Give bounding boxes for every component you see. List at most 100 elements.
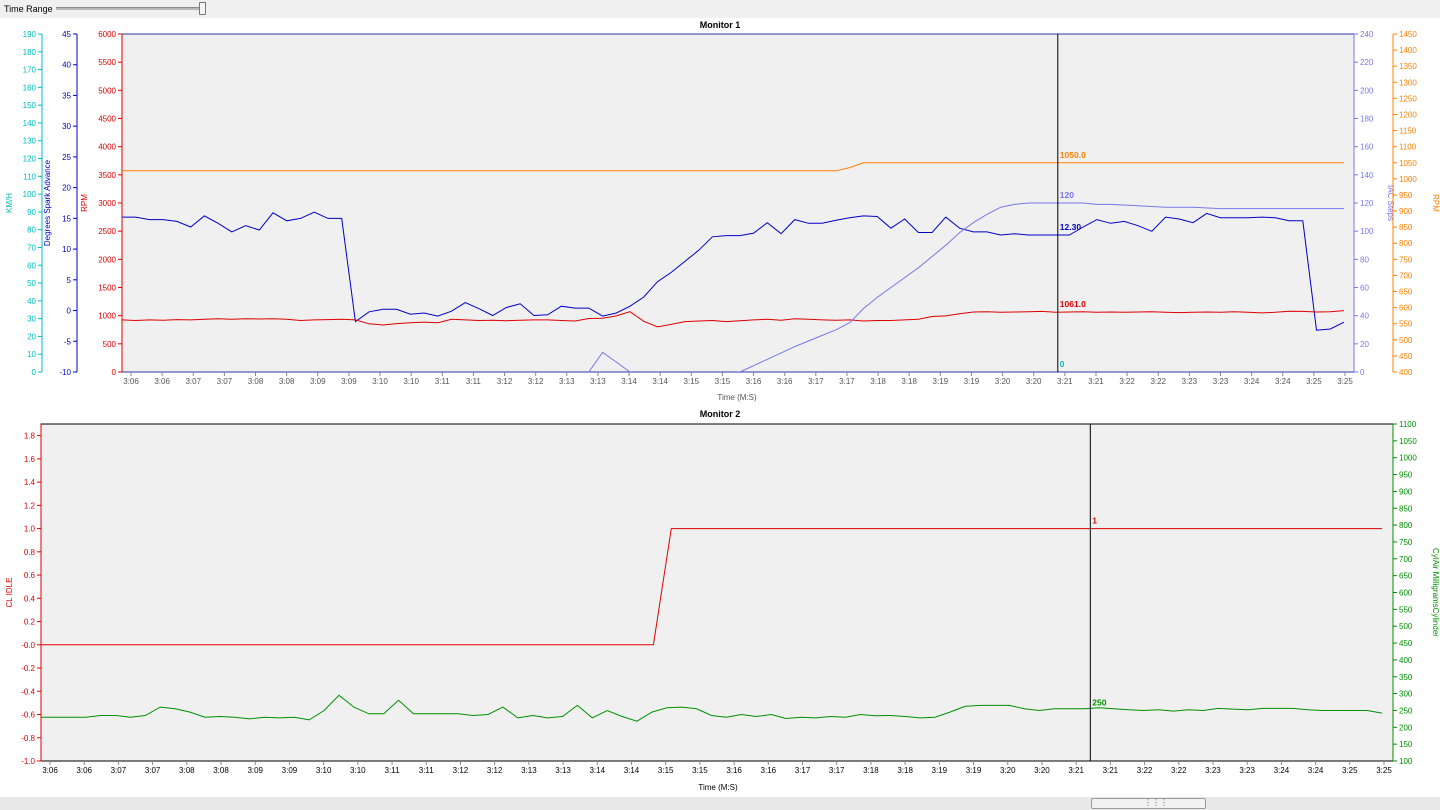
cl-idle-tick-label: -0.6 <box>21 711 35 720</box>
monitor-2-x-tick-label: 3:13 <box>521 766 537 775</box>
spark-cursor-value: 12.30 <box>1060 222 1082 232</box>
rpm-tick-label: 6000 <box>98 30 116 39</box>
cylair-tick-label: 550 <box>1399 605 1413 614</box>
rpm-right-tick-label: 1100 <box>1399 143 1417 152</box>
monitor-1-x-tick-label: 3:06 <box>154 377 170 386</box>
monitor-1-x-tick-label: 3:07 <box>217 377 233 386</box>
monitor-2-x-tick-label: 3:10 <box>316 766 332 775</box>
monitor-1-x-tick-label: 3:11 <box>466 377 482 386</box>
spark-advance-tick-label: 5 <box>67 276 72 285</box>
horizontal-scrollbar[interactable]: ⋮⋮⋮ <box>0 797 1440 810</box>
rpm-right-tick-label: 400 <box>1399 368 1413 377</box>
kmh-tick-label: 170 <box>23 66 37 75</box>
rpm-right-tick-label: 1400 <box>1399 46 1417 55</box>
cylair-tick-label: 850 <box>1399 504 1413 513</box>
cylair-tick-label: 750 <box>1399 538 1413 547</box>
cylair-tick-label: 1000 <box>1399 454 1417 463</box>
kmh-tick-label: 10 <box>27 350 36 359</box>
monitor-2-x-tick-label: 3:19 <box>966 766 982 775</box>
rpm-right-tick-label: 700 <box>1399 271 1413 280</box>
rpm-right-tick-label: 1150 <box>1399 127 1417 136</box>
monitor-2-x-tick-label: 3:16 <box>761 766 777 775</box>
rpm-right-axis-label: RPM <box>1431 194 1440 212</box>
monitor-2-x-tick-label: 3:17 <box>795 766 811 775</box>
monitor-1-x-tick-label: 3:13 <box>559 377 575 386</box>
rpm_right-series-line <box>122 162 1344 172</box>
monitor-2-x-tick-label: 3:10 <box>350 766 366 775</box>
kmh-tick-label: 140 <box>23 119 37 128</box>
monitor-1-x-tick-label: 3:12 <box>497 377 513 386</box>
monitor-2-x-tick-label: 3:14 <box>624 766 640 775</box>
monitor-1-x-tick-label: 3:14 <box>652 377 668 386</box>
rpm-right-tick-label: 600 <box>1399 304 1413 313</box>
spark-advance-tick-label: 0 <box>67 307 72 316</box>
spark-advance-tick-label: 30 <box>62 122 71 131</box>
monitor-2-x-tick-label: 3:22 <box>1137 766 1153 775</box>
iac-steps-tick-label: 20 <box>1360 340 1369 349</box>
spark-advance-tick-label: 40 <box>62 61 71 70</box>
cylair-tick-label: 200 <box>1399 723 1413 732</box>
monitor-2-x-tick-label: 3:07 <box>111 766 127 775</box>
monitor-1-x-tick-label: 3:15 <box>715 377 731 386</box>
rpm-tick-label: 3000 <box>98 199 116 208</box>
monitor-2-x-tick-label: 3:22 <box>1171 766 1187 775</box>
cl-idle-tick-label: -0.0 <box>21 641 35 650</box>
cl-idle-tick-label: 0.4 <box>24 594 36 603</box>
monitor-2-x-tick-label: 3:18 <box>863 766 879 775</box>
rpm-right-tick-label: 1350 <box>1399 62 1417 71</box>
rpm-right-tick-label: 800 <box>1399 239 1413 248</box>
iac-series-line <box>588 202 1344 372</box>
monitor-2-x-tick-label: 3:23 <box>1239 766 1255 775</box>
cylair-tick-label: 500 <box>1399 622 1413 631</box>
clidle-cursor-value: 1 <box>1092 516 1097 526</box>
iac-steps-tick-label: 220 <box>1360 58 1374 67</box>
cylair-tick-label: 800 <box>1399 521 1413 530</box>
cl-idle-tick-label: 1.0 <box>24 525 36 534</box>
monitor-1-x-tick-label: 3:10 <box>403 377 419 386</box>
monitor-1-x-tick-label: 3:19 <box>964 377 980 386</box>
cylair-tick-label: 650 <box>1399 572 1413 581</box>
monitor-1-x-tick-label: 3:11 <box>435 377 451 386</box>
kmh-tick-label: 50 <box>27 279 36 288</box>
spark-advance-axis-label: Degrees Spark Advance <box>43 159 52 246</box>
monitor-1-x-tick-label: 3:22 <box>1119 377 1135 386</box>
spark-advance-tick-label: -5 <box>64 337 72 346</box>
iac-steps-axis-label: IAC Steps <box>1386 185 1395 221</box>
cylair-tick-label: 350 <box>1399 673 1413 682</box>
spark-series-line <box>122 211 1345 331</box>
cl-idle-tick-label: 1.4 <box>24 478 36 487</box>
cl-idle-tick-label: 0.2 <box>24 618 36 627</box>
kmh-tick-label: 20 <box>27 332 36 341</box>
monitor-1-x-tick-label: 3:09 <box>341 377 357 386</box>
iac-steps-tick-label: 180 <box>1360 115 1374 124</box>
rpm-tick-label: 1500 <box>98 284 116 293</box>
kmh-tick-label: 80 <box>27 226 36 235</box>
rpm-right-tick-label: 1450 <box>1399 30 1417 39</box>
kmh-tick-label: 60 <box>27 261 36 270</box>
kmh-tick-label: 30 <box>27 315 36 324</box>
iac-steps-tick-label: 60 <box>1360 284 1369 293</box>
kmh-tick-label: 0 <box>32 368 37 377</box>
kmh-cursor-value: 0 <box>1060 359 1065 369</box>
kmh-tick-label: 160 <box>23 83 37 92</box>
clidle-series-line <box>41 528 1382 646</box>
rpm-series-line <box>122 310 1345 328</box>
kmh-tick-label: 110 <box>23 172 36 181</box>
spark-advance-tick-label: 10 <box>62 245 71 254</box>
kmh-tick-label: 180 <box>23 48 37 57</box>
rpm_right-cursor-value: 1050.0 <box>1060 150 1086 160</box>
kmh-tick-label: 130 <box>23 137 37 146</box>
time-range-slider-thumb[interactable] <box>199 2 206 15</box>
spark-advance-tick-label: 15 <box>62 214 71 223</box>
scrollbar-thumb[interactable]: ⋮⋮⋮ <box>1091 798 1206 809</box>
time-range-slider-track[interactable] <box>56 7 204 10</box>
monitor-2-title: Monitor 2 <box>700 409 741 419</box>
monitor-1-x-tick-label: 3:23 <box>1182 377 1198 386</box>
rpm-right-tick-label: 650 <box>1399 288 1413 297</box>
monitor-2-x-tick-label: 3:24 <box>1308 766 1324 775</box>
monitor-2-x-tick-label: 3:11 <box>385 766 401 775</box>
cylair-cursor-value: 250 <box>1092 697 1106 707</box>
rpm-axis-label: RPM <box>80 194 89 212</box>
rpm-tick-label: 5000 <box>98 86 116 95</box>
cylair-tick-label: 900 <box>1399 487 1413 496</box>
